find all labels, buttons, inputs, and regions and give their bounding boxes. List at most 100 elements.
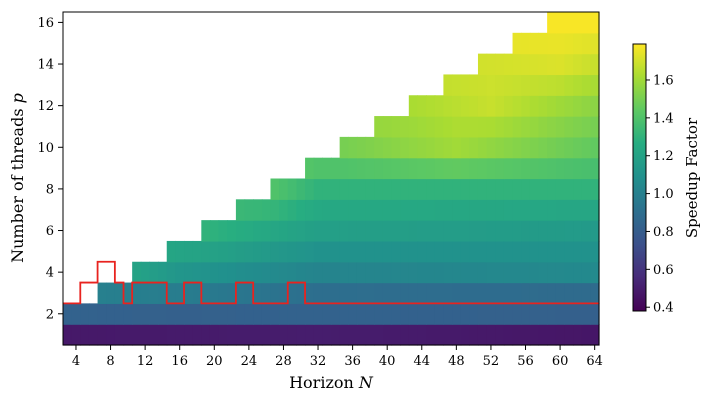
heatmap-cell bbox=[460, 199, 470, 221]
x-axis-ticks: 4 8 12 16 20 24 28 32 36 40 44 48 52 56 60 64 bbox=[72, 345, 603, 369]
heatmap-cell bbox=[469, 282, 479, 304]
heatmap-cell bbox=[287, 199, 298, 221]
y-axis-label: Number of threads p bbox=[8, 93, 27, 263]
heatmap-cell bbox=[356, 303, 367, 325]
heatmap-cell bbox=[581, 95, 591, 117]
heatmap-cell bbox=[486, 240, 496, 263]
heatmap-cell bbox=[555, 240, 566, 263]
heatmap-cell bbox=[521, 157, 531, 180]
heatmap-cell bbox=[158, 261, 168, 284]
heatmap-cell bbox=[486, 282, 496, 304]
y-tick-label: 10 bbox=[37, 141, 54, 156]
heatmap-cell bbox=[564, 240, 574, 263]
heatmap-cell bbox=[426, 303, 436, 325]
heatmap-cell bbox=[184, 240, 194, 263]
heatmap-cell bbox=[503, 95, 514, 117]
heatmap-cell bbox=[529, 261, 540, 284]
heatmap-cell bbox=[573, 324, 583, 346]
heatmap-cell bbox=[132, 261, 142, 284]
heatmap-cell bbox=[166, 303, 176, 325]
heatmap-cell bbox=[244, 303, 254, 325]
heatmap-cell bbox=[400, 116, 410, 138]
heatmap-cell bbox=[477, 303, 488, 325]
heatmap-cell bbox=[590, 74, 600, 96]
heatmap-cell bbox=[400, 303, 410, 325]
heatmap-cell bbox=[374, 240, 384, 263]
heatmap-cell bbox=[426, 220, 436, 242]
heatmap-cell bbox=[555, 220, 566, 242]
y-tick-label: 2 bbox=[46, 307, 54, 322]
heatmap-cell bbox=[88, 324, 99, 346]
heatmap-cell bbox=[287, 282, 298, 304]
heatmap-cell bbox=[279, 261, 289, 284]
heatmap-cell bbox=[331, 220, 341, 242]
heatmap-cell bbox=[209, 303, 220, 325]
heatmap-cell bbox=[590, 324, 600, 346]
heatmap-cell bbox=[382, 199, 393, 221]
heatmap-cell bbox=[374, 303, 384, 325]
heatmap-cell bbox=[391, 261, 401, 284]
heatmap-cell bbox=[495, 303, 505, 325]
heatmap-cell bbox=[521, 261, 531, 284]
heatmap-cell bbox=[590, 282, 600, 304]
heatmap-cell bbox=[521, 240, 531, 263]
heatmap-cell bbox=[400, 178, 410, 200]
heatmap-cell bbox=[443, 240, 453, 263]
heatmap-cell bbox=[538, 53, 548, 76]
heatmap-cell bbox=[564, 261, 574, 284]
heatmap-cell bbox=[227, 324, 237, 346]
heatmap-cell bbox=[261, 324, 272, 346]
heatmap-cell bbox=[529, 240, 540, 263]
heatmap-cell bbox=[270, 282, 280, 304]
heatmap-cell bbox=[503, 303, 514, 325]
y-tick-label: 4 bbox=[46, 266, 54, 281]
heatmap-cell bbox=[434, 199, 444, 221]
heatmap-cell bbox=[581, 157, 591, 180]
heatmap-cell bbox=[331, 324, 341, 346]
heatmap-cell bbox=[564, 136, 574, 159]
heatmap-cell bbox=[486, 178, 496, 200]
heatmap-cell bbox=[382, 240, 393, 263]
heatmap-cell bbox=[547, 136, 557, 159]
heatmap-cell bbox=[452, 74, 462, 96]
heatmap-cell bbox=[564, 12, 574, 34]
heatmap-cell bbox=[426, 136, 436, 159]
heatmap-cell bbox=[287, 324, 298, 346]
heatmap-cell bbox=[547, 324, 557, 346]
heatmap-cell bbox=[581, 199, 591, 221]
heatmap-cell bbox=[486, 261, 496, 284]
heatmap-cell bbox=[209, 240, 220, 263]
heatmap-cell bbox=[261, 303, 272, 325]
heatmap-cell bbox=[322, 220, 332, 242]
heatmap-cell bbox=[486, 303, 496, 325]
colorbar-tick-label: 0.6 bbox=[653, 263, 674, 278]
heatmap-cell bbox=[434, 324, 444, 346]
heatmap-cell bbox=[305, 282, 315, 304]
heatmap-cell bbox=[573, 136, 583, 159]
heatmap-cell bbox=[564, 178, 574, 200]
heatmap-cell bbox=[348, 220, 358, 242]
heatmap-cell bbox=[555, 32, 566, 55]
heatmap-cell bbox=[529, 32, 540, 55]
heatmap-cell bbox=[555, 116, 566, 138]
heatmap-cell bbox=[590, 53, 600, 76]
heatmap-cell bbox=[339, 220, 349, 242]
x-tick-label: 36 bbox=[344, 354, 361, 369]
heatmap-cell bbox=[279, 220, 289, 242]
heatmap-cell bbox=[114, 303, 125, 325]
heatmap-cell bbox=[305, 303, 315, 325]
heatmap-cell bbox=[313, 157, 323, 180]
heatmap-cell bbox=[581, 240, 591, 263]
heatmap-cell bbox=[218, 282, 228, 304]
heatmap-cell bbox=[365, 282, 375, 304]
heatmap-cell bbox=[261, 261, 272, 284]
heatmap-cell bbox=[201, 220, 211, 242]
heatmap-cell bbox=[573, 220, 583, 242]
heatmap-cell bbox=[426, 324, 436, 346]
heatmap-cell bbox=[287, 240, 298, 263]
heatmap-cell bbox=[538, 282, 548, 304]
heatmap-cell bbox=[573, 95, 583, 117]
x-tick-label: 28 bbox=[275, 354, 292, 369]
heatmap-cell bbox=[495, 95, 505, 117]
heatmap-cell bbox=[426, 116, 436, 138]
